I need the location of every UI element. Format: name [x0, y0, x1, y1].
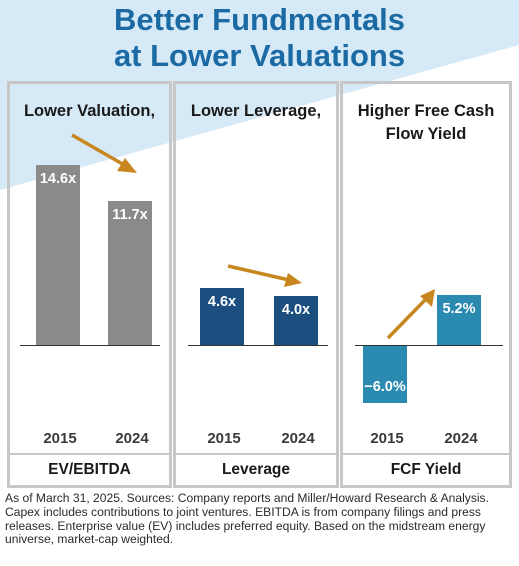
leverage-panel-title: Lower Leverage, [190, 102, 322, 120]
leverage-divider [176, 453, 336, 455]
footnote: As of March 31, 2025. Sources: Company r… [5, 491, 489, 547]
leverage-value-label-2024: 4.0x [281, 301, 311, 318]
leverage-baseline [188, 345, 328, 346]
leverage-bar-2015 [200, 288, 244, 345]
title-line-1: Better Fundmentals [113, 2, 406, 37]
ev-category-2015: 2015 [43, 430, 77, 447]
leverage-category-2015: 2015 [207, 430, 241, 447]
down-trend-arrow [227, 264, 302, 287]
ev-panel-title: Lower Valuation, [23, 102, 156, 120]
fcf-yield-panel: Higher Free Cash Flow Yield −6.0% 5.2% 2… [340, 81, 512, 488]
leverage-metric-label: Leverage [221, 461, 291, 478]
leverage-bar-2024 [274, 295, 318, 345]
fcf-value-label-2024: 5.2% [442, 301, 476, 318]
fcf-category-2015: 2015 [370, 430, 404, 447]
fcf-bar-2024 [437, 295, 481, 345]
ev-divider [10, 453, 169, 455]
leverage-panel: Lower Leverage, 4.6x 4.0x 2015 2024 Leve… [173, 81, 339, 488]
down-trend-arrow [71, 133, 137, 173]
leverage-value-label-2015: 4.6x [207, 294, 237, 311]
fcf-divider [343, 453, 509, 455]
fcf-metric-label: FCF Yield [390, 461, 462, 478]
title-line-2: at Lower Valuations [113, 38, 406, 73]
fcf-category-2024: 2024 [444, 430, 478, 447]
leverage-category-2024: 2024 [281, 430, 315, 447]
up-trend-arrow [386, 289, 435, 340]
ev-metric-label: EV/EBITDA [48, 461, 131, 478]
ev-value-label-2015: 14.6x [39, 171, 77, 188]
ev-ebitda-panel: Lower Valuation, 14.6x 11.7x 2015 2024 E… [7, 81, 172, 488]
ev-bar-2015 [36, 165, 80, 345]
fcf-panel-title-line-1: Higher Free Cash [357, 102, 495, 120]
fcf-value-label-2015: −6.0% [364, 378, 406, 395]
fcf-bar-2015 [363, 345, 407, 403]
fcf-panel-title-line-2: Flow Yield [385, 125, 467, 143]
ev-baseline [20, 345, 160, 346]
ev-category-2024: 2024 [115, 430, 149, 447]
ev-value-label-2024: 11.7x [112, 207, 148, 224]
fcf-baseline [355, 345, 503, 346]
ev-bar-2024 [108, 201, 152, 345]
